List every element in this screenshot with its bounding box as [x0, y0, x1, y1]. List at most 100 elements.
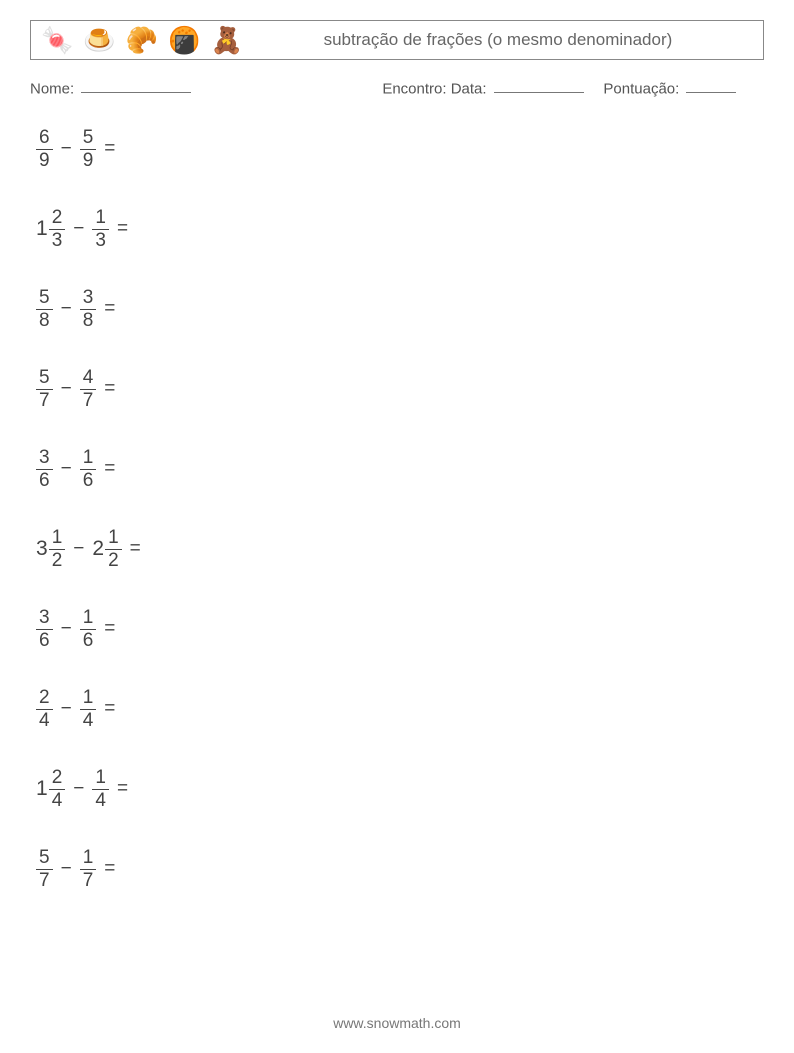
denominator-a: 6	[36, 631, 53, 651]
minus-sign: −	[61, 298, 72, 320]
fraction-b: 12	[105, 528, 122, 571]
denominator-a: 4	[49, 791, 66, 811]
denominator-b: 4	[80, 711, 97, 731]
minus-sign: −	[61, 618, 72, 640]
fraction-a: 12	[49, 528, 66, 571]
whole-a: 1	[36, 217, 48, 241]
numerator-a: 6	[36, 128, 53, 148]
denominator-b: 4	[92, 791, 109, 811]
fraction-b: 14	[80, 688, 97, 731]
equals-sign: =	[104, 458, 115, 480]
worksheet-title: subtração de frações (o mesmo denominado…	[243, 30, 753, 50]
problem-row: 57−17=	[36, 847, 764, 891]
numerator-b: 1	[80, 448, 97, 468]
fraction-b: 16	[80, 448, 97, 491]
numerator-a: 2	[49, 208, 66, 228]
problem-row: 123−13=	[36, 207, 764, 251]
equals-sign: =	[104, 298, 115, 320]
equals-sign: =	[104, 138, 115, 160]
numerator-b: 4	[80, 368, 97, 388]
denominator-a: 7	[36, 871, 53, 891]
denominator-b: 6	[80, 631, 97, 651]
fraction-b: 16	[80, 608, 97, 651]
whole-a: 1	[36, 777, 48, 801]
problem-row: 24−14=	[36, 687, 764, 731]
numerator-a: 2	[49, 768, 66, 788]
problem-row: 36−16=	[36, 447, 764, 491]
fraction-b: 17	[80, 848, 97, 891]
fraction-a: 24	[36, 688, 53, 731]
numerator-a: 3	[36, 448, 53, 468]
header-icons: 🍬 🍮 🥐 🍘 🧸	[41, 27, 243, 53]
problem-row: 69−59=	[36, 127, 764, 171]
fraction-b: 13	[92, 208, 109, 251]
minus-sign: −	[73, 538, 84, 560]
equals-sign: =	[104, 618, 115, 640]
fraction-a: 36	[36, 448, 53, 491]
whole-b: 2	[92, 537, 104, 561]
equals-sign: =	[117, 218, 128, 240]
numerator-b: 1	[80, 688, 97, 708]
mixed-a: 123	[36, 208, 65, 251]
equals-sign: =	[130, 538, 141, 560]
fraction-b: 59	[80, 128, 97, 171]
fraction-b: 47	[80, 368, 97, 411]
fraction-a: 36	[36, 608, 53, 651]
minus-sign: −	[61, 138, 72, 160]
denominator-b: 6	[80, 471, 97, 491]
numerator-b: 3	[80, 288, 97, 308]
name-label: Nome:	[30, 80, 74, 97]
numerator-a: 3	[36, 608, 53, 628]
problem-row: 312−212=	[36, 527, 764, 571]
problem-row: 57−47=	[36, 367, 764, 411]
whole-a: 3	[36, 537, 48, 561]
minus-sign: −	[61, 378, 72, 400]
score-label: Pontuação:	[603, 80, 679, 97]
minus-sign: −	[73, 778, 84, 800]
numerator-a: 1	[49, 528, 66, 548]
fraction-b: 38	[80, 288, 97, 331]
footer-url: www.snowmath.com	[0, 1015, 794, 1031]
name-blank[interactable]	[81, 78, 191, 93]
fraction-b: 14	[92, 768, 109, 811]
denominator-a: 7	[36, 391, 53, 411]
problem-row: 5 8−38 =	[36, 287, 764, 331]
denominator-a: 2	[49, 551, 66, 571]
numerator-a: 5	[36, 288, 53, 308]
minus-sign: −	[61, 458, 72, 480]
denominator-a: 4	[36, 711, 53, 731]
fraction-a: 69	[36, 128, 53, 171]
worksheet-header: 🍬 🍮 🥐 🍘 🧸 subtração de frações (o mesmo …	[30, 20, 764, 60]
equals-sign: =	[104, 858, 115, 880]
denominator-b: 9	[80, 151, 97, 171]
denominator-a: 6	[36, 471, 53, 491]
fraction-a: 57	[36, 368, 53, 411]
score-blank[interactable]	[686, 78, 736, 93]
numerator-b: 1	[80, 608, 97, 628]
mixed-b: 212	[92, 528, 121, 571]
problem-row: 124−14=	[36, 767, 764, 811]
numerator-a: 5	[36, 368, 53, 388]
numerator-a: 2	[36, 688, 53, 708]
teddy-icon: 🧸	[211, 27, 243, 53]
denominator-a: 8	[36, 311, 53, 331]
denominator-a: 9	[36, 151, 53, 171]
date-label: Data:	[451, 80, 487, 97]
pudding-icon: 🍮	[83, 27, 115, 53]
denominator-b: 7	[80, 871, 97, 891]
candy-icon: 🍬	[41, 27, 73, 53]
denominator-b: 3	[92, 231, 109, 251]
fraction-a: 24	[49, 768, 66, 811]
minus-sign: −	[73, 218, 84, 240]
numerator-b: 1	[92, 208, 109, 228]
problem-row: 36−16=	[36, 607, 764, 651]
problems-list: 69−59=123−13=58−38=57−47=36−16=312−212=3…	[30, 127, 764, 891]
croissant-icon: 🥐	[126, 27, 158, 53]
date-blank[interactable]	[494, 78, 584, 93]
denominator-b: 2	[105, 551, 122, 571]
mixed-a: 124	[36, 768, 65, 811]
mixed-a: 312	[36, 528, 65, 571]
encounter-label: Encontro:	[382, 80, 446, 97]
equals-sign: =	[117, 778, 128, 800]
meta-row: Nome: Encontro: Data: Pontuação:	[30, 78, 764, 97]
